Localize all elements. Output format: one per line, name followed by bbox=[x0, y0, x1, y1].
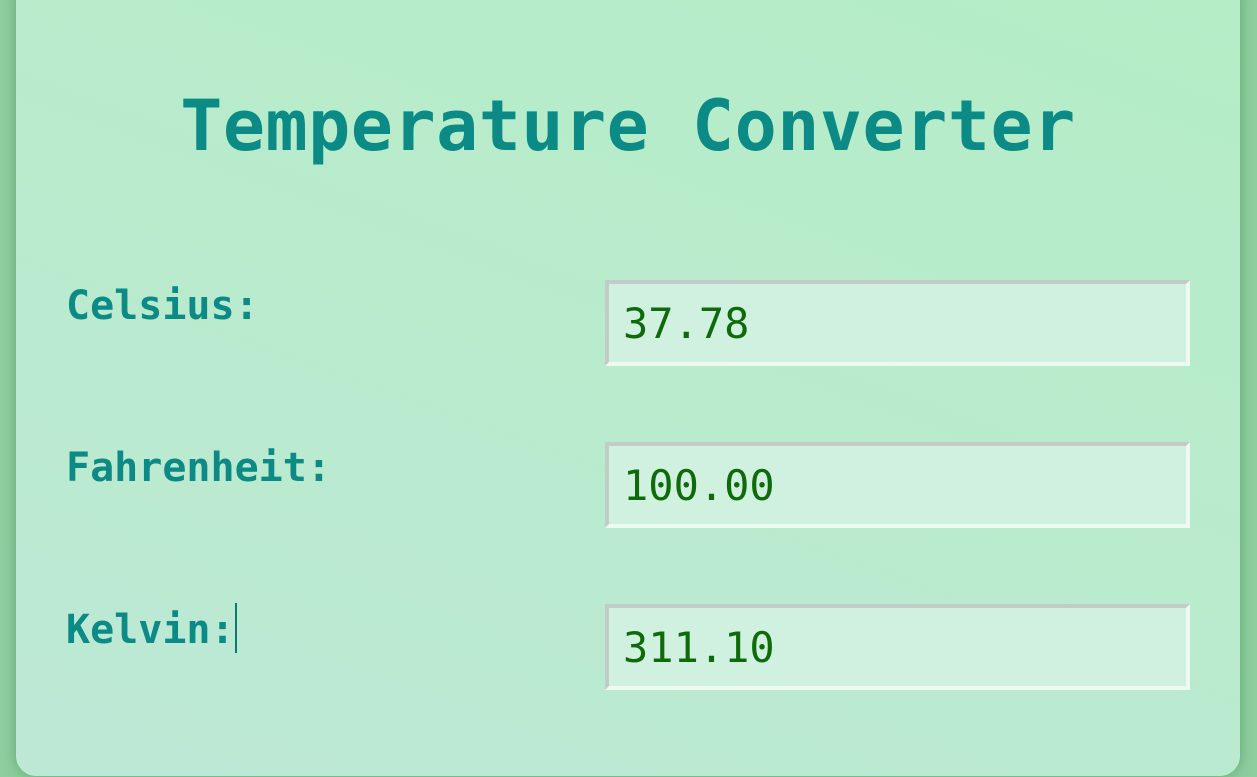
fahrenheit-input[interactable] bbox=[605, 442, 1190, 528]
celsius-input[interactable] bbox=[605, 280, 1190, 366]
converter-card: Temperature Converter Celsius: Fahrenhei… bbox=[16, 0, 1240, 776]
fahrenheit-label: Fahrenheit: bbox=[66, 444, 331, 492]
kelvin-label: Kelvin: bbox=[66, 603, 237, 657]
fahrenheit-label-text: Fahrenheit: bbox=[66, 445, 331, 491]
page-title: Temperature Converter bbox=[180, 85, 1076, 167]
kelvin-input[interactable] bbox=[605, 604, 1190, 690]
text-cursor bbox=[234, 603, 237, 653]
kelvin-label-text: Kelvin: bbox=[66, 607, 235, 653]
celsius-label-text: Celsius: bbox=[66, 283, 259, 329]
celsius-label: Celsius: bbox=[66, 282, 259, 330]
